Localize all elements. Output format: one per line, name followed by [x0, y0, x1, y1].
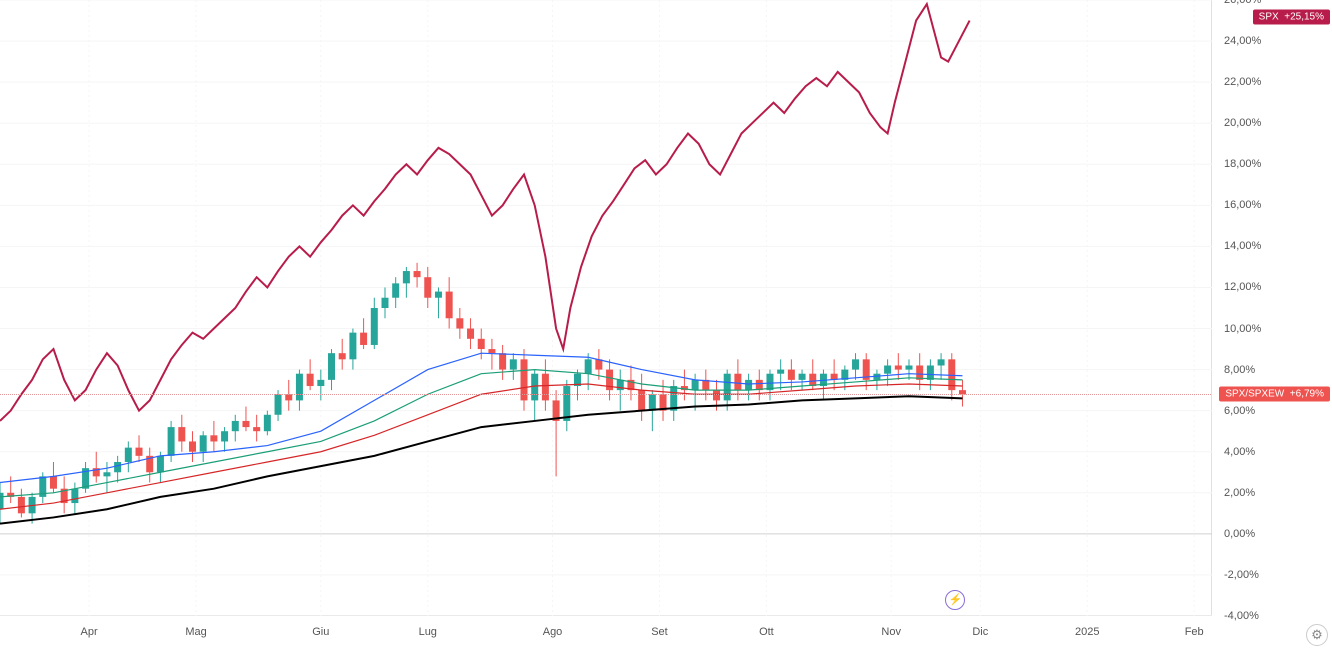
y-tick-label: 26,00%: [1224, 0, 1261, 6]
price-badge-spx: SPX +25,15%: [1253, 10, 1330, 25]
y-tick-label: 2,00%: [1224, 487, 1255, 499]
y-tick-label: 4,00%: [1224, 446, 1255, 458]
y-tick-label: 20,00%: [1224, 117, 1261, 129]
badge-label: SPX/SPXEW: [1225, 389, 1284, 400]
badge-label: SPX: [1259, 12, 1279, 23]
y-tick-label: 0,00%: [1224, 528, 1255, 540]
x-tick-label: Apr: [81, 626, 98, 638]
x-tick-label: Ago: [543, 626, 563, 638]
gridlines-layer: [0, 0, 1212, 616]
price-badge-ratio: SPX/SPXEW +6,79%: [1219, 387, 1330, 402]
lines-layer: [0, 0, 1212, 616]
y-tick-label: 6,00%: [1224, 405, 1255, 417]
y-axis: SPX +25,15% SPX/SPXEW +6,79% -4,00%-2,00…: [1212, 0, 1332, 616]
price-line-ratio: [0, 394, 1211, 395]
financial-chart[interactable]: ⚡ SPX +25,15% SPX/SPXEW +6,79% -4,00%-2,…: [0, 0, 1332, 652]
x-tick-label: Mag: [185, 626, 206, 638]
x-tick-label: Ott: [759, 626, 774, 638]
y-tick-label: 10,00%: [1224, 323, 1261, 335]
x-tick-label: Giu: [312, 626, 329, 638]
gear-icon[interactable]: ⚙: [1306, 624, 1328, 646]
x-tick-label: Feb: [1185, 626, 1204, 638]
y-tick-label: 8,00%: [1224, 364, 1255, 376]
candlestick-layer: [0, 0, 1212, 616]
badge-value: +6,79%: [1290, 389, 1324, 400]
x-tick-label: 2025: [1075, 626, 1099, 638]
x-tick-label: Nov: [881, 626, 901, 638]
y-tick-label: 14,00%: [1224, 240, 1261, 252]
y-tick-label: -4,00%: [1224, 610, 1259, 622]
plot-area[interactable]: ⚡: [0, 0, 1212, 616]
y-tick-label: -2,00%: [1224, 569, 1259, 581]
bolt-icon[interactable]: ⚡: [945, 590, 965, 610]
x-tick-label: Set: [651, 626, 668, 638]
x-axis: Apr Mag Giu Lug Ago Set Ott Nov Dic 2025 Feb: [0, 616, 1212, 652]
x-tick-label: Lug: [419, 626, 437, 638]
x-tick-label: Dic: [972, 626, 988, 638]
y-tick-label: 24,00%: [1224, 35, 1261, 47]
y-tick-label: 22,00%: [1224, 76, 1261, 88]
y-tick-label: 12,00%: [1224, 281, 1261, 293]
badge-value: +25,15%: [1284, 12, 1324, 23]
y-tick-label: 18,00%: [1224, 158, 1261, 170]
y-tick-label: 16,00%: [1224, 199, 1261, 211]
